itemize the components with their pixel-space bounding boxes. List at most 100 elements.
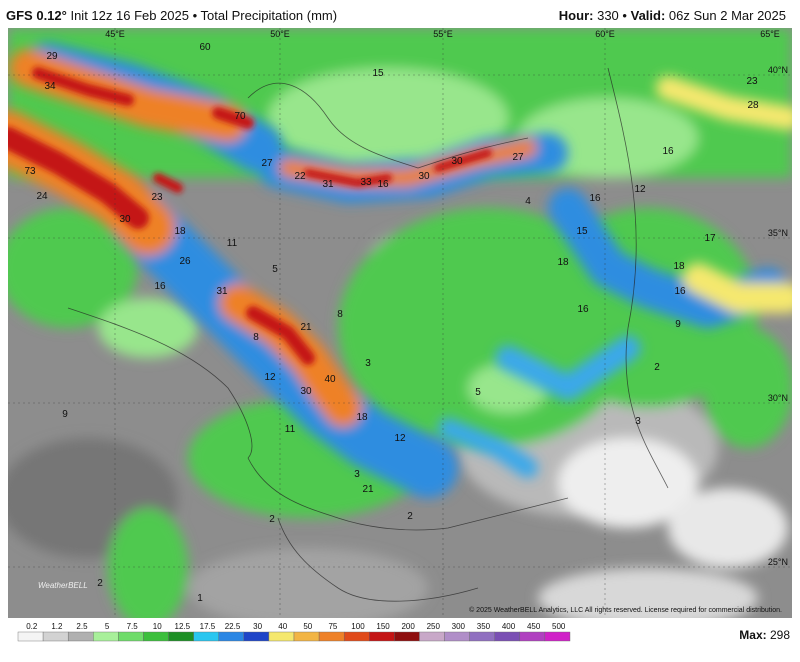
precip-field: [8, 28, 792, 618]
colorbar-swatch: [394, 631, 420, 642]
longitude-label: 55°E: [433, 29, 453, 39]
precip-label: 70: [234, 111, 246, 122]
colorbar-label: 40: [278, 622, 287, 631]
longitude-label: 60°E: [595, 29, 615, 39]
precip-label: 16: [577, 304, 589, 315]
precip-label: 23: [151, 192, 163, 203]
colorbar-swatch: [143, 631, 169, 642]
copyright: © 2025 WeatherBELL Analytics, LLC All ri…: [469, 606, 782, 614]
colorbar-label: 5: [105, 622, 110, 631]
precip-label: 31: [216, 286, 228, 297]
precip-label: 29: [46, 51, 58, 62]
max-value: 298: [769, 628, 790, 642]
precip-label: 30: [451, 156, 463, 167]
colorbar-label: 150: [376, 622, 390, 631]
colorbar-label: 17.5: [200, 622, 216, 631]
graticule: [8, 28, 792, 618]
precip-label: 16: [589, 193, 601, 204]
max-label: Max:: [739, 628, 767, 642]
colorbar-swatch: [343, 631, 370, 642]
precip-label: 9: [62, 409, 68, 420]
precip-label: 11: [285, 424, 296, 435]
colorbar-swatch: [494, 631, 521, 642]
latitude-label: 40°N: [768, 65, 788, 75]
colorbar-label: 10: [153, 622, 162, 631]
colorbar-label: 300: [452, 622, 466, 631]
precip-label: 27: [512, 152, 524, 163]
precip-label: 4: [525, 196, 531, 207]
precip-label: 8: [337, 309, 343, 320]
precip-label: 16: [377, 179, 389, 190]
model: GFS 0.12°: [6, 8, 67, 23]
precip-label: 2: [269, 514, 275, 525]
colorbar-swatch: [193, 631, 219, 642]
colorbar: 0.2 1.2 2.5 5 7.5 10 12.5 17.5 22.5 30 40 50 75 100 15…: [17, 622, 571, 642]
precip-label: 15: [372, 68, 384, 79]
colorbar-swatch: [118, 631, 144, 642]
hour: 330: [597, 8, 619, 23]
precip-label: 3: [365, 358, 371, 369]
precip-label: 12: [394, 433, 406, 444]
precip-label: 31: [322, 179, 334, 190]
precip-label: 28: [747, 100, 759, 111]
valid-time: 06z Sun 2 Mar 2025: [668, 8, 786, 23]
precip-label: 73: [24, 166, 36, 177]
colorbar-label: 100: [351, 622, 365, 631]
precip-label: 12: [634, 184, 646, 195]
valid-label: Valid:: [630, 8, 666, 23]
colorbar-swatch: [293, 631, 320, 642]
colorbar-label: 350: [477, 622, 491, 631]
precip-label: 18: [557, 257, 569, 268]
colorbar-label: 0.2: [26, 622, 38, 631]
precip-label: 30: [418, 171, 430, 182]
precip-label: 2: [97, 578, 103, 589]
colorbar-swatch: [544, 631, 571, 642]
colorbar-label: 200: [401, 622, 415, 631]
hour-label: Hour:: [558, 8, 594, 23]
precip-label: 18: [356, 412, 368, 423]
precip-label: 30: [300, 386, 312, 397]
longitude-label: 65°E: [760, 29, 780, 39]
colorbar-label: 75: [328, 622, 337, 631]
colorbar-swatch: [42, 631, 69, 642]
longitude-label: 45°E: [105, 29, 125, 39]
precip-label: 2: [407, 511, 413, 522]
colorbar-label: 12.5: [175, 622, 191, 631]
precip-label: 34: [44, 81, 56, 92]
colorbar-label: 450: [527, 622, 541, 631]
colorbar-label: 7.5: [127, 622, 139, 631]
separator: •: [622, 8, 627, 23]
precip-label: 40: [324, 374, 336, 385]
colorbar-label: 1.2: [51, 622, 63, 631]
precip-label: 5: [272, 264, 278, 275]
latitude-label: 30°N: [768, 393, 788, 403]
colorbar-swatch: [519, 631, 546, 642]
logo: WeatherBELL: [38, 581, 88, 590]
colorbar-swatch: [369, 631, 395, 642]
colorbar-swatch: [318, 631, 345, 642]
colorbar-swatch: [218, 631, 245, 642]
colorbar-label: 50: [303, 622, 312, 631]
longitude-label: 50°E: [270, 29, 290, 39]
colorbar-label: 2.5: [76, 622, 88, 631]
precip-label: 1: [197, 593, 203, 604]
colorbar-label: 22.5: [225, 622, 241, 631]
precip-label: 8: [253, 332, 259, 343]
footer: 0.2 1.2 2.5 5 7.5 10 12.5 17.5 22.5 30 40 50 75 100 15…: [0, 618, 800, 657]
colorbar-swatch: [93, 631, 119, 642]
precip-label: 18: [673, 261, 685, 272]
colorbar-swatch: [17, 631, 44, 642]
precip-label: 3: [354, 469, 360, 480]
precip-label: 2: [654, 362, 660, 373]
precip-label: 3: [635, 416, 641, 427]
precip-label: 24: [36, 191, 48, 202]
precip-label: 18: [174, 226, 186, 237]
precip-label: 16: [662, 146, 674, 157]
colorbar-swatch: [268, 631, 295, 642]
precip-label: 33: [360, 177, 372, 188]
header: GFS 0.12° Init 12z 16 Feb 2025 • Total P…: [0, 0, 800, 26]
precip-label: 21: [362, 484, 374, 495]
latitude-label: 25°N: [768, 557, 788, 567]
colorbar-swatch: [243, 631, 270, 642]
valid-info: Hour: 330 • Valid: 06z Sun 2 Mar 2025: [559, 8, 786, 23]
